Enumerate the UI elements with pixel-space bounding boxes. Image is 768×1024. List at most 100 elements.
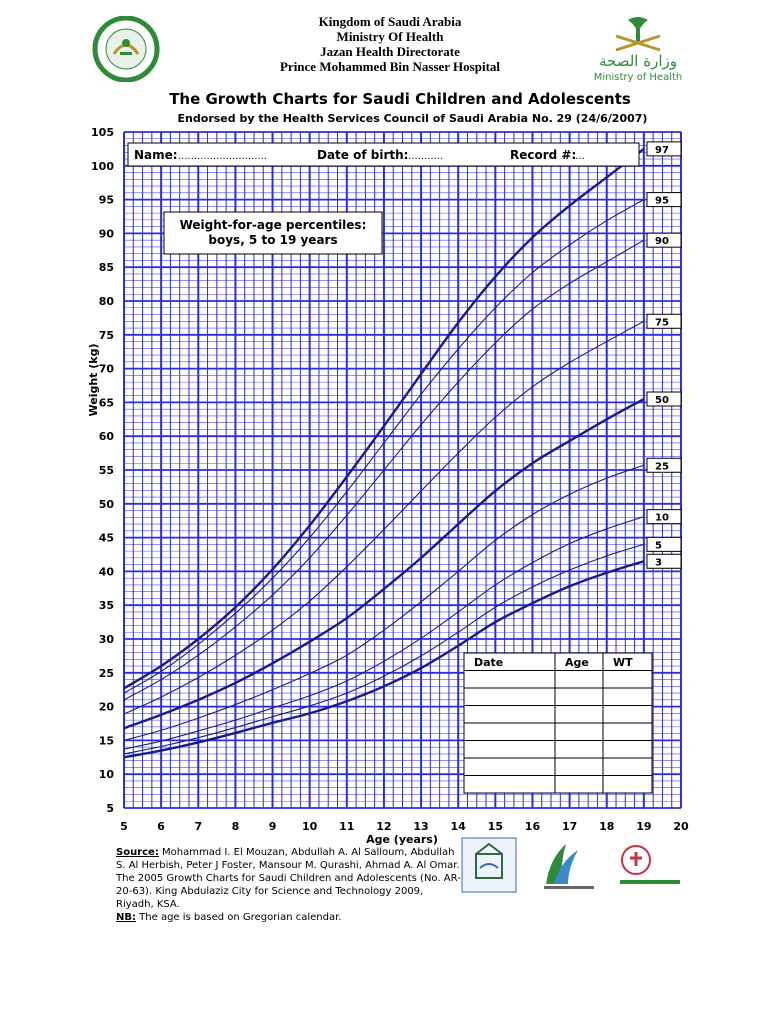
- x-tick-label: 13: [413, 820, 428, 833]
- y-tick-label: 80: [99, 295, 115, 308]
- name-label: Name:: [134, 148, 178, 162]
- chart-title-box: [163, 211, 383, 255]
- x-tick-label: 5: [120, 820, 128, 833]
- percentile-label-box: [646, 457, 682, 473]
- source-label: Source:: [116, 847, 159, 858]
- x-axis-label: Age (years): [366, 833, 438, 846]
- kacst-logo-icon: [544, 844, 594, 889]
- percentile-curve-97: [123, 147, 645, 690]
- percentile-label-box: [646, 232, 682, 248]
- header-line-kingdom: Kingdom of Saudi Arabia: [318, 14, 462, 29]
- moh-small-logo-icon: [620, 845, 680, 884]
- percentile-label-3: 3: [655, 557, 662, 568]
- percentile-curve-75: [123, 320, 645, 715]
- record-table: Date Age WT: [463, 652, 653, 794]
- y-tick-label: 100: [91, 160, 114, 173]
- y-tick-label: 75: [99, 329, 114, 342]
- y-tick-label: 10: [99, 768, 115, 781]
- y-tick-label: 40: [99, 565, 115, 578]
- percentile-label-box: [646, 509, 682, 525]
- x-tick-label: 10: [302, 820, 318, 833]
- percentile-label-box: [646, 313, 682, 329]
- percentile-curve-10: [123, 516, 645, 750]
- y-tick-label: 60: [99, 430, 115, 443]
- percentile-label-5: 5: [655, 540, 662, 551]
- x-tick-label: 7: [194, 820, 202, 833]
- y-tick-label: 25: [99, 667, 114, 680]
- percentile-label-25: 25: [655, 461, 669, 472]
- chart-title: Weight-for-age percentiles:: [180, 218, 367, 232]
- percentile-curve-5: [123, 543, 645, 755]
- percentile-label-10: 10: [655, 513, 669, 524]
- dob-field[interactable]: ............: [405, 151, 443, 162]
- x-tick-label: 15: [488, 820, 503, 833]
- percentile-label-box: [646, 192, 682, 208]
- y-tick-label: 95: [99, 194, 114, 207]
- header-line-directorate: Jazan Health Directorate: [320, 44, 460, 59]
- page-title: The Growth Charts for Saudi Children and…: [169, 90, 631, 108]
- percentile-label-90: 90: [655, 236, 669, 247]
- percentile-label-97: 97: [655, 145, 669, 156]
- record-table-header: WT: [613, 656, 633, 669]
- x-tick-label: 20: [673, 820, 689, 833]
- page-subtitle: Endorsed by the Health Services Council …: [177, 112, 648, 125]
- moh-arabic-text: وزارة الصحة: [599, 52, 677, 70]
- record-table-header: Date: [474, 656, 503, 669]
- y-tick-label: 65: [99, 396, 114, 409]
- percentile-labels: 3 5 10 25 50 75 90 95 97: [646, 141, 682, 569]
- y-tick-labels: 5 10 15 20 25 30 35 40 45 50 55 60 65 70 75 80 85 90 95 100…: [91, 126, 114, 815]
- y-tick-label: 30: [99, 633, 115, 646]
- source-note: Source: Mohammad I. El Mouzan, Abdullah …: [116, 846, 461, 924]
- y-tick-label: 90: [99, 227, 115, 240]
- x-tick-label: 11: [339, 820, 354, 833]
- nb-text: The age is based on Gregorian calendar.: [136, 912, 342, 923]
- university-logo-icon: [461, 837, 517, 893]
- y-tick-label: 35: [99, 599, 114, 612]
- record-label: Record #:: [510, 148, 576, 162]
- percentile-label-95: 95: [655, 196, 669, 207]
- moh-english-text: Ministry of Health: [594, 72, 683, 83]
- x-tick-label: 19: [636, 820, 651, 833]
- y-tick-label: 105: [91, 126, 114, 139]
- partner-logos: [461, 837, 680, 893]
- x-tick-label: 14: [451, 820, 467, 833]
- nb-label: NB:: [116, 912, 136, 923]
- record-table-header: Age: [565, 656, 589, 669]
- percentile-curve-25: [123, 464, 645, 741]
- hospital-logo-icon: [92, 16, 160, 82]
- patient-info-box: [127, 142, 640, 167]
- y-tick-label: 20: [99, 701, 115, 714]
- y-tick-label: 85: [99, 261, 114, 274]
- y-tick-label: 15: [99, 734, 114, 747]
- record-field[interactable]: ....: [572, 151, 585, 162]
- x-tick-label: 12: [376, 820, 391, 833]
- name-field[interactable]: ............................: [178, 151, 267, 162]
- percentile-label-box: [646, 141, 682, 157]
- y-axis-label: Weight (kg): [87, 343, 100, 416]
- percentile-label-50: 50: [655, 395, 669, 406]
- percentile-curve-3: [123, 560, 645, 759]
- source-text: Mohammad I. El Mouzan, Abdullah A. Al Sa…: [116, 847, 461, 910]
- ministry-of-health-logo-icon: وزارة الصحة Ministry of Health: [594, 17, 683, 83]
- y-tick-label: 45: [99, 532, 114, 545]
- percentile-label-75: 75: [655, 317, 669, 328]
- percentile-curves: [123, 147, 645, 759]
- percentile-label-box: [646, 536, 682, 552]
- x-tick-label: 8: [232, 820, 240, 833]
- header-line-ministry: Ministry Of Health: [336, 29, 444, 44]
- percentile-label-box: [646, 553, 682, 569]
- x-tick-label: 9: [269, 820, 277, 833]
- y-tick-label: 55: [99, 464, 114, 477]
- x-tick-label: 6: [157, 820, 165, 833]
- y-tick-label: 5: [106, 802, 114, 815]
- percentile-curve-90: [123, 239, 645, 701]
- y-tick-label: 70: [99, 363, 115, 376]
- x-tick-labels: 5 6 7 8 9 10 11 12 13 14 15 16 17 18 19 20: [120, 820, 689, 833]
- header-line-hospital: Prince Mohammed Bin Nasser Hospital: [279, 59, 501, 74]
- dob-label: Date of birth:: [317, 148, 408, 162]
- x-tick-label: 18: [599, 820, 614, 833]
- percentile-curve-95: [123, 199, 645, 694]
- percentile-label-box: [646, 391, 682, 407]
- percentile-curve-50: [123, 397, 645, 730]
